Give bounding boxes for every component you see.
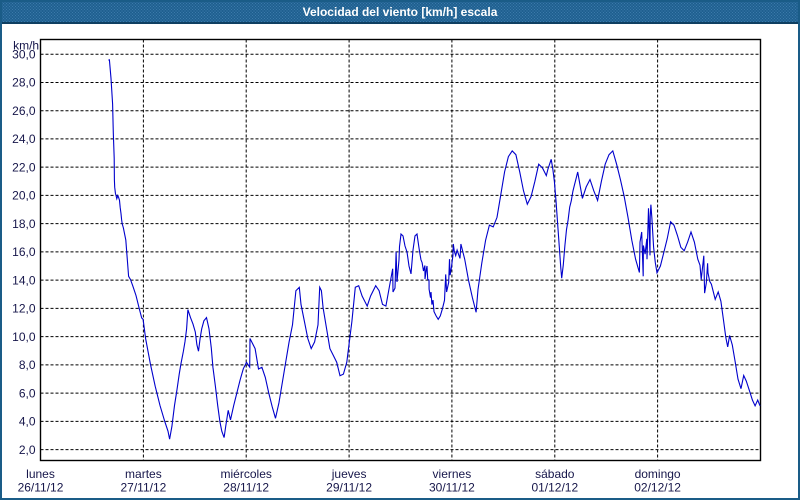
svg-text:sábado: sábado (535, 467, 575, 481)
svg-text:16,0: 16,0 (12, 245, 36, 259)
svg-text:lunes: lunes (26, 467, 55, 481)
svg-text:14,0: 14,0 (12, 273, 36, 287)
svg-text:4,0: 4,0 (19, 415, 36, 429)
svg-text:20,0: 20,0 (12, 189, 36, 203)
svg-text:26,0: 26,0 (12, 104, 36, 118)
svg-text:8,0: 8,0 (19, 358, 36, 372)
svg-text:28,0: 28,0 (12, 76, 36, 90)
svg-text:28/11/12: 28/11/12 (223, 480, 269, 494)
svg-text:24,0: 24,0 (12, 132, 36, 146)
svg-text:2,0: 2,0 (19, 443, 36, 457)
svg-text:viernes: viernes (433, 467, 472, 481)
svg-text:10,0: 10,0 (12, 330, 36, 344)
svg-text:km/h: km/h (13, 39, 39, 53)
svg-text:02/12/12: 02/12/12 (634, 480, 681, 494)
svg-text:miércoles: miércoles (221, 467, 272, 481)
svg-text:26/11/12: 26/11/12 (18, 480, 64, 494)
svg-text:6,0: 6,0 (19, 386, 36, 400)
svg-text:18,0: 18,0 (12, 217, 36, 231)
svg-text:12,0: 12,0 (12, 302, 36, 316)
svg-text:22,0: 22,0 (12, 160, 36, 174)
svg-text:martes: martes (125, 467, 162, 481)
svg-text:domingo: domingo (635, 467, 681, 481)
svg-text:30/11/12: 30/11/12 (429, 480, 475, 494)
svg-text:01/12/12: 01/12/12 (531, 480, 578, 494)
svg-text:29/11/12: 29/11/12 (326, 480, 372, 494)
svg-text:27/11/12: 27/11/12 (120, 480, 166, 494)
svg-text:jueves: jueves (331, 467, 367, 481)
